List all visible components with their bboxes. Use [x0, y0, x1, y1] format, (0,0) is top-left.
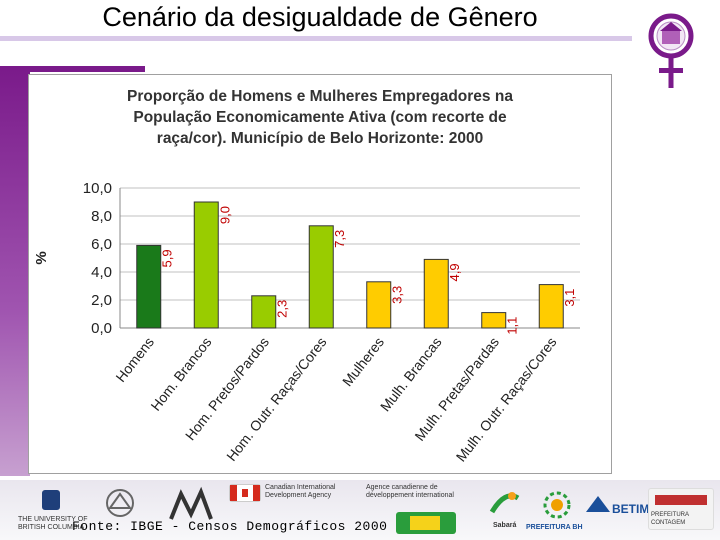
cida-fr-line-2: développement international: [366, 492, 454, 499]
chart-title-line-3: raça/cor). Município de Belo Horizonte: …: [156, 130, 484, 147]
y-tick-label: 10,0: [83, 180, 112, 197]
bar: [423, 258, 449, 329]
chart-title-line-2: População Economicamente Ativa (com reco…: [133, 109, 507, 126]
cida-en-line-1: Canadian International: [265, 484, 336, 491]
x-tick-label: Mulh. Brancas: [377, 334, 445, 414]
accent-bar-top: [0, 66, 145, 72]
y-tick-label: 8,0: [91, 208, 112, 225]
x-tick-label: Mulheres: [339, 334, 387, 389]
bar-value-label: 5,9: [160, 249, 175, 267]
chart-title-line-1: Proporção de Homens e Mulheres Empregado…: [127, 88, 513, 105]
title-underline: [0, 36, 632, 41]
ubc-logo: THE UNIVERSITY OF BRITISH COLUMBIA: [18, 490, 88, 532]
cida-label-en: Canadian International Development Agenc…: [265, 484, 335, 500]
sabara-label: Sabará: [493, 522, 517, 529]
x-tick-label: Mulh. Outr. Raças/Cores: [453, 334, 560, 465]
bar: [366, 281, 392, 329]
sabara-logo-icon: [489, 492, 520, 514]
y-tick-label: 4,0: [91, 264, 112, 281]
source-caption: Fonte: IBGE - Censos Demográficos 2000: [72, 519, 388, 534]
bar-value-label: 1,1: [505, 317, 520, 335]
canada-flag-icon: [229, 484, 261, 502]
y-tick-label: 6,0: [91, 236, 112, 253]
betim-label: BETIM: [612, 502, 650, 516]
accent-strip-left: [0, 66, 30, 476]
x-tick-label: Hom. Brancos: [147, 334, 214, 414]
bar: [481, 312, 507, 329]
cida-fr-line-1: Agence canadienne de: [366, 484, 438, 491]
x-tick-label: Homens: [112, 334, 157, 385]
y-tick-label: 2,0: [91, 292, 112, 309]
prefeitura-bh-logo-icon: [543, 491, 571, 519]
bar-value-label: 3,3: [390, 286, 405, 304]
ubc-crest-icon: [42, 490, 60, 510]
bar-value-label: 2,3: [275, 300, 290, 318]
cida-label-fr: Agence canadienne de développement inter…: [366, 484, 454, 500]
bar-value-label: 7,3: [332, 230, 347, 248]
y-axis-label: %: [33, 251, 50, 264]
bar-value-label: 3,1: [562, 289, 577, 307]
emblem-icon: [106, 489, 134, 517]
bar: [251, 295, 277, 329]
x-tick-label: Hom. Outr. Raças/Cores: [223, 334, 329, 464]
bar: [136, 244, 162, 329]
bar: [193, 201, 219, 329]
y-tick-label: 0,0: [91, 320, 112, 337]
bar-value-label: 4,9: [447, 263, 462, 281]
female-symbol-logo-icon: [648, 13, 694, 88]
ubc-label-1: THE UNIVERSITY OF: [18, 516, 88, 523]
prefeitura-bh-label: PREFEITURA BH: [526, 524, 583, 531]
bar: [308, 225, 334, 329]
figures-icon: [169, 486, 213, 520]
betim-logo-icon: [586, 496, 610, 512]
bar-value-label: 9,0: [217, 206, 232, 224]
bar: [538, 284, 564, 329]
chart-title: Proporção de Homens e Mulheres Empregado…: [70, 86, 570, 149]
contagem-logo: PREFEITURA CONTAGEM: [648, 488, 714, 530]
cida-en-line-2: Development Agency: [265, 492, 332, 499]
contagem-label: PREFEITURA CONTAGEM: [651, 512, 689, 526]
brasil-logo-icon: [396, 512, 456, 534]
slide-title: Cenário da desigualdade de Gênero: [102, 2, 538, 32]
ubc-label-2: BRITISH COLUMBIA: [18, 524, 85, 531]
